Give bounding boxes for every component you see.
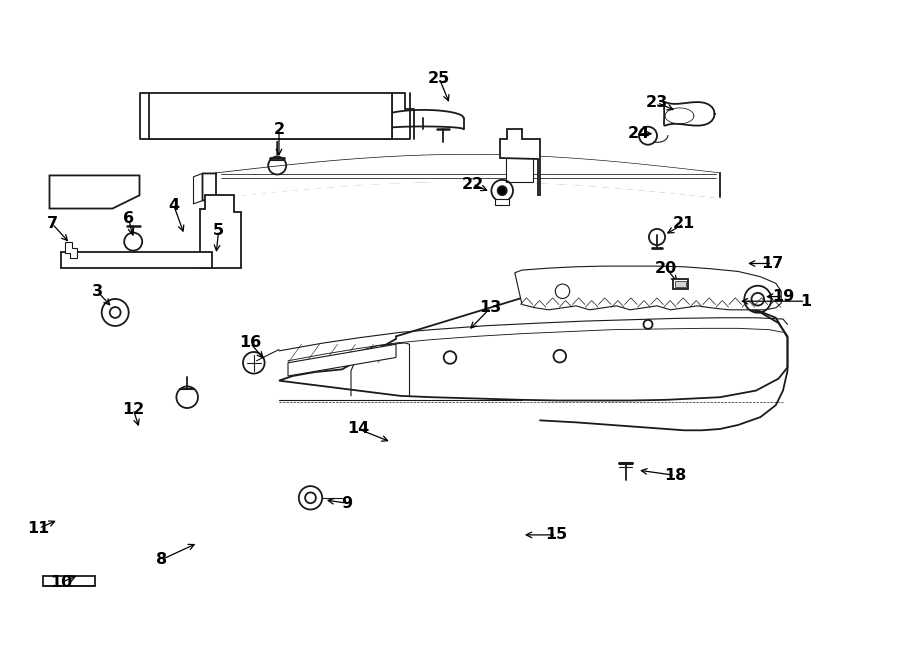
Bar xyxy=(146,252,157,259)
Bar xyxy=(209,245,231,261)
Polygon shape xyxy=(515,266,781,310)
Polygon shape xyxy=(61,252,212,268)
Bar xyxy=(108,252,119,259)
Text: 9: 9 xyxy=(341,496,352,510)
Bar xyxy=(675,281,686,287)
Text: 18: 18 xyxy=(664,468,686,483)
Text: 3: 3 xyxy=(92,284,103,299)
Polygon shape xyxy=(65,242,77,258)
Text: 14: 14 xyxy=(347,422,369,436)
Polygon shape xyxy=(500,129,540,195)
Text: 7: 7 xyxy=(47,216,58,231)
Text: 2: 2 xyxy=(274,122,284,136)
Polygon shape xyxy=(279,298,788,401)
Bar xyxy=(673,279,688,289)
Bar xyxy=(209,222,231,242)
Text: 25: 25 xyxy=(428,71,450,85)
Text: 23: 23 xyxy=(646,95,668,110)
Text: 6: 6 xyxy=(123,211,134,226)
Text: 22: 22 xyxy=(462,177,483,191)
Text: 19: 19 xyxy=(772,289,794,304)
Text: 21: 21 xyxy=(673,216,695,231)
Text: 4: 4 xyxy=(168,198,179,213)
Text: 10: 10 xyxy=(50,575,72,590)
Polygon shape xyxy=(148,93,392,139)
Text: 5: 5 xyxy=(213,223,224,238)
Text: 1: 1 xyxy=(800,294,811,308)
Bar xyxy=(495,199,509,205)
Bar xyxy=(70,252,81,259)
Text: 8: 8 xyxy=(157,552,167,567)
Polygon shape xyxy=(200,195,241,268)
Text: 24: 24 xyxy=(628,126,650,141)
Text: 12: 12 xyxy=(122,402,144,416)
Circle shape xyxy=(498,186,507,195)
Text: 20: 20 xyxy=(655,261,677,275)
Text: 15: 15 xyxy=(545,528,567,542)
Polygon shape xyxy=(50,175,140,209)
Bar xyxy=(506,142,533,182)
Bar xyxy=(61,177,72,184)
Text: 11: 11 xyxy=(28,521,50,536)
Text: 13: 13 xyxy=(480,301,501,315)
Text: 16: 16 xyxy=(239,336,261,350)
Polygon shape xyxy=(288,344,396,376)
Text: 17: 17 xyxy=(761,256,783,271)
